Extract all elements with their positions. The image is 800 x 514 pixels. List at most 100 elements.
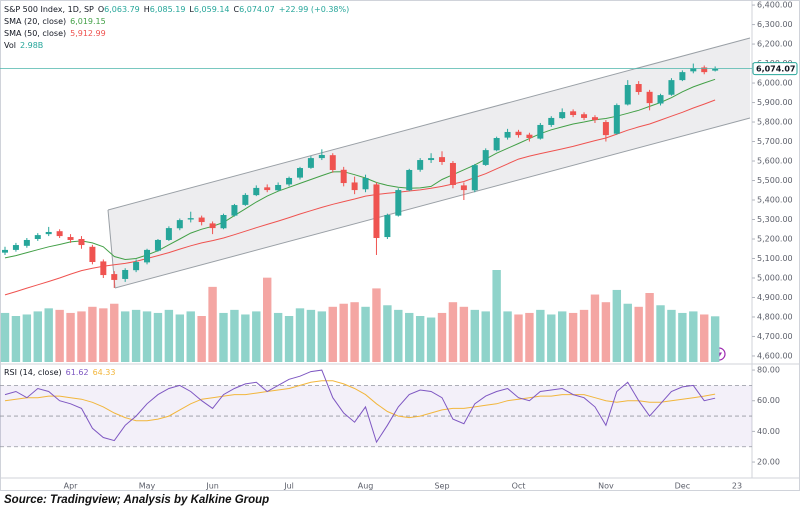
rsi-y-tick-label: 40.00 bbox=[757, 427, 780, 436]
legend-item: +22.99 (+0.38%) bbox=[279, 5, 350, 14]
last-price-label: 6,074.07 bbox=[756, 65, 795, 74]
volume-bar bbox=[22, 314, 32, 362]
volume-bar bbox=[667, 309, 676, 362]
volume-bar bbox=[361, 306, 370, 362]
y-tick-label: 5,800.00 bbox=[757, 118, 793, 127]
volume-bar bbox=[164, 309, 174, 362]
y-tick-label: 5,500.00 bbox=[757, 176, 793, 185]
candle-body bbox=[613, 105, 620, 134]
candle-body bbox=[329, 155, 336, 170]
volume-bar bbox=[11, 316, 21, 362]
candle-body bbox=[548, 117, 555, 125]
legend-item: L bbox=[189, 5, 194, 14]
channel-edge bbox=[107, 37, 751, 211]
legend-item: 6,019.15 bbox=[70, 17, 106, 26]
candle-body bbox=[537, 124, 544, 139]
volume-bar bbox=[55, 309, 64, 362]
volume-bar bbox=[110, 303, 119, 362]
volume-bar bbox=[219, 312, 228, 362]
x-tick-label: May bbox=[139, 482, 156, 491]
legend-item: H bbox=[144, 5, 150, 14]
volume-bar bbox=[339, 303, 348, 362]
volume-bar bbox=[284, 316, 294, 362]
volume-bar bbox=[656, 305, 665, 362]
rsi-y-tick-label: 20.00 bbox=[757, 458, 780, 467]
candle-body bbox=[384, 215, 391, 238]
volume-bar bbox=[525, 312, 534, 362]
volume-bar bbox=[186, 311, 195, 362]
candle-body bbox=[439, 157, 446, 162]
volume-bar bbox=[405, 312, 414, 362]
legend-item: 2.98B bbox=[20, 41, 43, 50]
candle-body bbox=[275, 184, 282, 191]
volume-bar bbox=[77, 311, 86, 362]
x-tick-label: Apr bbox=[64, 482, 79, 491]
legend-item: 6,063.79 bbox=[104, 5, 140, 14]
volume-bar bbox=[514, 314, 523, 362]
y-tick-label: 6,400.00 bbox=[757, 1, 793, 10]
candle-body bbox=[471, 165, 478, 191]
candle-body bbox=[2, 249, 8, 253]
candle-body bbox=[340, 169, 347, 184]
x-tick-label: Oct bbox=[512, 482, 526, 491]
candle-body bbox=[56, 231, 63, 237]
legend-item: Vol bbox=[4, 41, 16, 50]
candle-body bbox=[318, 154, 325, 159]
candle-body bbox=[559, 112, 566, 119]
volume-bar bbox=[306, 309, 316, 362]
y-tick-label: 5,100.00 bbox=[757, 254, 793, 263]
legend: SMA (20, close) 6,019.15 bbox=[4, 17, 106, 26]
candle-body bbox=[23, 239, 30, 246]
volume-bar bbox=[459, 306, 469, 362]
y-tick-label: 6,000.00 bbox=[757, 79, 793, 88]
volume-bar bbox=[328, 306, 337, 362]
candle-body bbox=[111, 274, 118, 280]
candle-body bbox=[67, 237, 74, 240]
candle-body bbox=[395, 190, 402, 216]
candle-body bbox=[712, 68, 719, 71]
rsi-y-tick-label: 60.00 bbox=[757, 396, 780, 405]
legend-item: 5,912.99 bbox=[70, 29, 106, 38]
legend-item: S&P 500 Index, 1D, SP bbox=[4, 5, 94, 14]
candle-body bbox=[701, 67, 708, 73]
y-tick-label: 4,900.00 bbox=[757, 293, 793, 302]
legend-item: O bbox=[98, 5, 104, 14]
volume-bar bbox=[623, 303, 632, 362]
x-tick-label: Jul bbox=[283, 482, 294, 491]
y-tick-label: 5,900.00 bbox=[757, 98, 793, 107]
volume-bar bbox=[590, 294, 600, 362]
candle-body bbox=[624, 84, 631, 105]
y-tick-label: 5,700.00 bbox=[757, 137, 793, 146]
sma-line bbox=[4, 99, 716, 296]
x-tick-label: Jun bbox=[205, 482, 219, 491]
volume-bar bbox=[547, 314, 556, 362]
candle-body bbox=[187, 218, 194, 220]
volume-bar bbox=[678, 312, 687, 362]
legend: Vol 2.98B bbox=[4, 41, 43, 50]
legend: RSI (14, close) 61.62 64.33 bbox=[4, 368, 115, 377]
candle-body bbox=[493, 138, 500, 151]
candle-body bbox=[78, 238, 85, 246]
candle-body bbox=[34, 235, 41, 239]
legend-item: 61.62 bbox=[66, 368, 89, 377]
last-price-tag bbox=[752, 62, 798, 76]
volume-bar bbox=[230, 309, 239, 362]
candle-body bbox=[144, 249, 151, 263]
candle-body bbox=[209, 223, 216, 229]
volume-bar bbox=[394, 309, 403, 362]
candle-body bbox=[515, 131, 522, 136]
candle-body bbox=[449, 162, 456, 185]
y-tick-label: 4,600.00 bbox=[757, 351, 793, 360]
volume-bar bbox=[317, 311, 327, 362]
candle-body bbox=[570, 111, 577, 116]
legend-item: 64.33 bbox=[93, 368, 116, 377]
volume-bar bbox=[99, 308, 108, 362]
candle-body bbox=[12, 245, 19, 250]
candle-body bbox=[100, 261, 107, 276]
volume-bar bbox=[492, 270, 501, 362]
candle-body bbox=[646, 91, 653, 104]
volume-bar bbox=[372, 288, 381, 362]
volume-bar bbox=[295, 308, 305, 362]
candle-body bbox=[591, 117, 598, 121]
legend-item: 6,074.07 bbox=[239, 5, 275, 14]
